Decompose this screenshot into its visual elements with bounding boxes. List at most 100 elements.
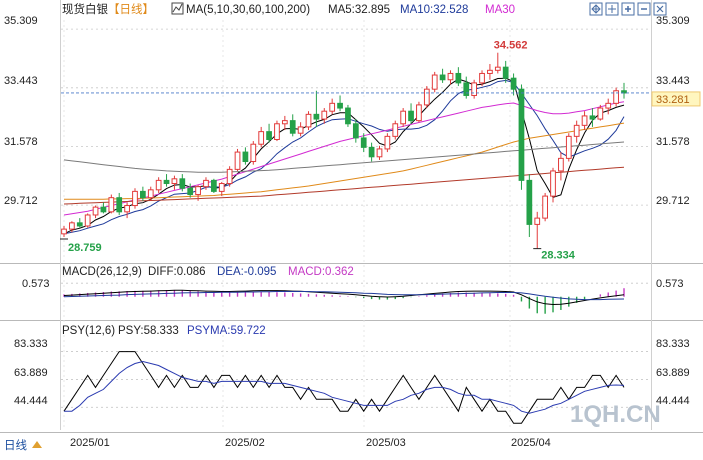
ma-line-ma5 <box>63 77 625 235</box>
candle-body-50 <box>455 72 462 84</box>
candle-body-38 <box>360 137 367 148</box>
candle-body-30 <box>297 126 304 134</box>
symbol-title: 现货白银 <box>62 2 108 16</box>
candle-body-56 <box>502 66 509 79</box>
candle-body-10 <box>140 190 146 199</box>
candle-body-46 <box>423 88 430 106</box>
candle-body-23 <box>242 151 249 163</box>
candle-body-24 <box>250 143 257 163</box>
move-icon[interactable] <box>589 2 603 16</box>
candle-body-31 <box>305 113 312 128</box>
start-low-annotation: 28.759 <box>68 242 102 254</box>
x-label-mar: 2025/03 <box>366 437 406 449</box>
psy-y-tick-right-1: 83.333 <box>656 338 690 350</box>
y-tick-right-3: 31.578 <box>656 136 690 148</box>
period-tag[interactable]: 【日线】 <box>108 2 154 16</box>
candle-body-25 <box>258 131 265 145</box>
crosshair-icon[interactable] <box>605 2 619 16</box>
candle-body-18 <box>203 179 209 188</box>
ma10-value: MA10:32.528 <box>400 4 468 16</box>
macd-dea-line <box>63 291 625 301</box>
y-tick-right-4: 29.712 <box>656 195 690 207</box>
candle-body-21 <box>226 168 233 185</box>
candle-body-64 <box>565 135 572 159</box>
candle-body-49 <box>447 72 454 81</box>
macd-diff-value: DIFF:0.086 <box>148 266 206 278</box>
candle-body-67 <box>589 115 596 120</box>
candle-body-53 <box>479 72 485 84</box>
psy-lines <box>63 351 625 424</box>
y-tick-left-2: 33.443 <box>4 75 38 87</box>
candle-body-57 <box>510 77 517 90</box>
high-annotation: 34.562 <box>494 40 528 52</box>
candle-body-2 <box>76 222 83 227</box>
candle-body-0 <box>61 228 67 235</box>
candle-body-68 <box>597 107 604 120</box>
period-dropdown-icon[interactable] <box>32 441 42 448</box>
psy-line <box>63 351 625 424</box>
candle-body-6 <box>108 197 115 213</box>
candle-body-45 <box>416 104 422 122</box>
close-icon[interactable] <box>653 2 667 16</box>
macd-title: MACD(26,12,9) <box>62 266 142 278</box>
y-tick-left-4: 29.712 <box>4 195 38 207</box>
candle-body-66 <box>581 115 588 126</box>
candle-body-55 <box>494 66 501 71</box>
low-annotation: 28.334 <box>541 250 576 262</box>
watermark: 1QH.CN <box>570 401 661 428</box>
candle-body-37 <box>352 123 359 139</box>
candle-body-63 <box>558 157 564 172</box>
candle-body-60 <box>534 217 541 225</box>
candle-body-12 <box>155 179 162 191</box>
macd-y-tick-left: 0.573 <box>22 278 50 290</box>
candle-body-65 <box>573 124 580 137</box>
period-button[interactable]: 日线 <box>4 438 27 452</box>
candle-body-70 <box>613 90 619 104</box>
psyma-line <box>64 360 625 414</box>
candle-body-28 <box>281 120 288 125</box>
psy-gridlines <box>61 351 651 408</box>
ma-settings-icon[interactable] <box>171 2 184 15</box>
ma-line-ma30 <box>63 101 625 216</box>
candle-body-40 <box>376 148 383 158</box>
candle-body-11 <box>147 189 154 199</box>
candle-body-13 <box>163 179 170 185</box>
candle-body-48 <box>439 74 446 81</box>
candle-body-39 <box>368 146 375 158</box>
candlestick-series <box>61 52 627 249</box>
y-tick-left-3: 31.578 <box>4 136 38 148</box>
candle-body-58 <box>518 88 525 181</box>
ma-line-ma200 <box>63 166 625 205</box>
y-tick-left-1: 35.309 <box>4 15 38 27</box>
macd-y-tick-right: 0.573 <box>656 278 684 290</box>
candle-body-42 <box>392 123 399 137</box>
candle-body-20 <box>218 183 225 192</box>
zoom-in-icon[interactable] <box>621 2 635 16</box>
psy-y-tick-right-3: 44.444 <box>656 395 690 407</box>
candle-body-62 <box>550 170 556 197</box>
candle-body-59 <box>526 179 533 225</box>
candle-body-4 <box>92 206 99 216</box>
ma30-label: MA30 <box>485 4 515 16</box>
ma-params-label: MA(5,10,30,60,100,200) <box>186 4 310 16</box>
psy-title: PSY(12,6) <box>62 325 115 337</box>
candle-body-52 <box>471 82 478 96</box>
psy-y-tick-left-1: 83.333 <box>14 338 48 350</box>
psy-y-tick-right-2: 63.889 <box>656 367 690 379</box>
candle-body-16 <box>187 187 194 196</box>
main-gridlines <box>61 20 651 430</box>
candle-body-5 <box>100 206 107 213</box>
x-label-apr: 2025/04 <box>511 437 551 449</box>
macd-diff-line <box>63 289 625 306</box>
candle-body-41 <box>384 135 391 150</box>
ma-line-ma60 <box>64 122 625 200</box>
y-tick-right-1: 35.309 <box>656 15 690 27</box>
candle-body-35 <box>337 102 343 109</box>
ma-line-ma100 <box>63 141 625 173</box>
macd-histogram <box>63 288 625 314</box>
candle-body-27 <box>274 123 280 140</box>
candle-body-29 <box>289 120 296 134</box>
x-label-jan: 2025/01 <box>70 437 110 449</box>
zoom-out-icon[interactable] <box>637 2 651 16</box>
